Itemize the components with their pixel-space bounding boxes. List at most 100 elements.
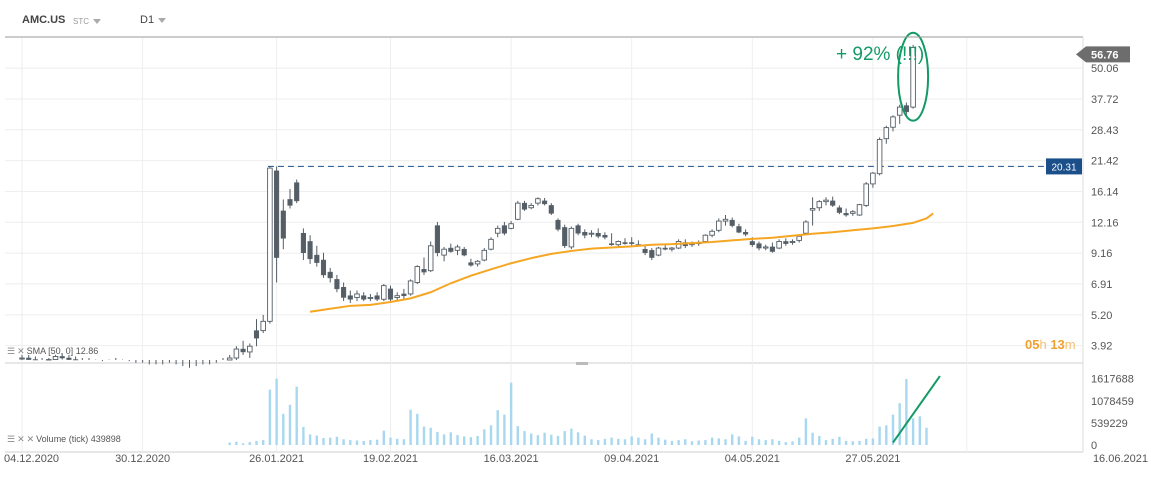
volume-tick-label: 1617688 — [1091, 374, 1134, 386]
volume-bar — [691, 441, 693, 445]
volume-bar — [852, 441, 854, 445]
volume-bar — [744, 441, 746, 445]
timer-hours: 05 — [1025, 337, 1039, 352]
candle-body — [609, 244, 614, 245]
timeframe-selector[interactable]: D1 — [140, 14, 166, 26]
volume-bar — [349, 440, 351, 445]
price-tick-label: 12.16 — [1091, 217, 1119, 229]
volume-bar — [416, 414, 418, 445]
settings-icon[interactable]: ✕ — [27, 434, 35, 444]
volume-bar — [838, 437, 840, 445]
candle-body — [904, 106, 909, 112]
candle-body — [408, 281, 413, 294]
sma-name: SMA — [27, 346, 46, 356]
volume-bar — [282, 414, 284, 445]
volume-bar — [329, 438, 331, 445]
volume-bar — [383, 431, 385, 445]
candle-body — [723, 219, 728, 221]
candle-body — [730, 220, 735, 225]
candle-body — [422, 269, 427, 272]
date-tick-label: 19.02.2021 — [363, 453, 418, 465]
candle-body — [717, 221, 722, 230]
candle-body — [562, 227, 567, 245]
close-icon[interactable]: ✕ — [17, 346, 25, 356]
gain-annotation: + 92% (!!!) — [836, 44, 924, 66]
candle-body — [522, 203, 527, 209]
volume-bar — [396, 439, 398, 445]
volume-bar — [631, 436, 633, 445]
price-tick-label: 6.91 — [1091, 279, 1112, 291]
candle-body — [824, 200, 829, 201]
candle-body — [335, 279, 340, 288]
candle-body — [294, 183, 299, 201]
candle-body — [784, 241, 789, 243]
candle-body — [395, 296, 400, 298]
volume-bar — [470, 437, 472, 445]
volume-bar — [369, 440, 371, 445]
indicator-menu-icon[interactable]: ☰ — [7, 434, 15, 444]
candle-body — [877, 140, 882, 174]
volume-bar — [255, 441, 257, 445]
volume-bar — [436, 432, 438, 445]
volume-bar — [718, 438, 720, 445]
volume-bar — [550, 435, 552, 445]
volume-bar — [657, 438, 659, 445]
candle-body — [884, 128, 889, 139]
volume-bar — [845, 441, 847, 445]
volume-tick-label: 539229 — [1091, 418, 1128, 430]
candle-body — [368, 297, 373, 298]
candle-body — [402, 294, 407, 296]
candle-body — [837, 208, 842, 213]
candle-body — [596, 233, 601, 236]
volume-bar — [805, 418, 807, 445]
candle-body — [341, 287, 346, 297]
volume-bar — [878, 427, 880, 445]
candle-body — [355, 294, 360, 298]
candle-body — [616, 241, 621, 244]
candle-body — [482, 250, 487, 260]
volume-bar — [885, 425, 887, 445]
candle-body — [844, 213, 849, 215]
volume-bar — [523, 431, 525, 445]
candle-body — [348, 296, 353, 300]
candle-body — [851, 212, 856, 214]
volume-bar — [530, 434, 532, 445]
volume-bar — [925, 428, 927, 445]
close-icon[interactable]: ✕ — [17, 434, 25, 444]
volume-bar — [677, 440, 679, 445]
volume-bar — [597, 440, 599, 445]
candle-body — [670, 248, 675, 249]
volume-bar — [517, 426, 519, 445]
candle-body — [415, 267, 420, 283]
candle-body — [804, 222, 809, 233]
volume-bar — [644, 439, 646, 445]
candle-body — [656, 248, 661, 255]
volume-bar — [235, 442, 237, 445]
volume-bar — [651, 434, 653, 445]
candle-body — [361, 296, 366, 300]
candle-body — [891, 117, 896, 127]
volume-bar — [577, 432, 579, 445]
volume-bar — [456, 435, 458, 445]
volume-bar — [825, 440, 827, 445]
volume-bar — [590, 439, 592, 445]
candle-body — [777, 241, 782, 248]
volume-bar — [537, 435, 539, 445]
symbol-selector[interactable]: AMC.US — [22, 14, 65, 26]
candle-body — [576, 226, 581, 234]
timeframe-label: D1 — [140, 14, 154, 26]
candle-body — [428, 246, 433, 271]
volume-bar — [376, 440, 378, 445]
indicator-menu-icon[interactable]: ☰ — [7, 346, 15, 356]
volume-indicator-label[interactable]: ☰✕✕Volume (tick) 439898 — [7, 434, 121, 445]
volume-bar — [570, 429, 572, 445]
sma-indicator-label[interactable]: ☰✕SMA [50, 0] 12.86 — [7, 346, 98, 357]
volume-bar — [919, 416, 921, 445]
date-tick-label: 26.01.2021 — [249, 453, 304, 465]
candle-body — [750, 241, 755, 244]
symbol-type-selector[interactable]: STC — [73, 17, 101, 26]
price-tick-label: 3.92 — [1091, 341, 1112, 353]
date-tick-label: 27.05.2021 — [845, 453, 900, 465]
price-tick-label: 28.43 — [1091, 125, 1119, 137]
